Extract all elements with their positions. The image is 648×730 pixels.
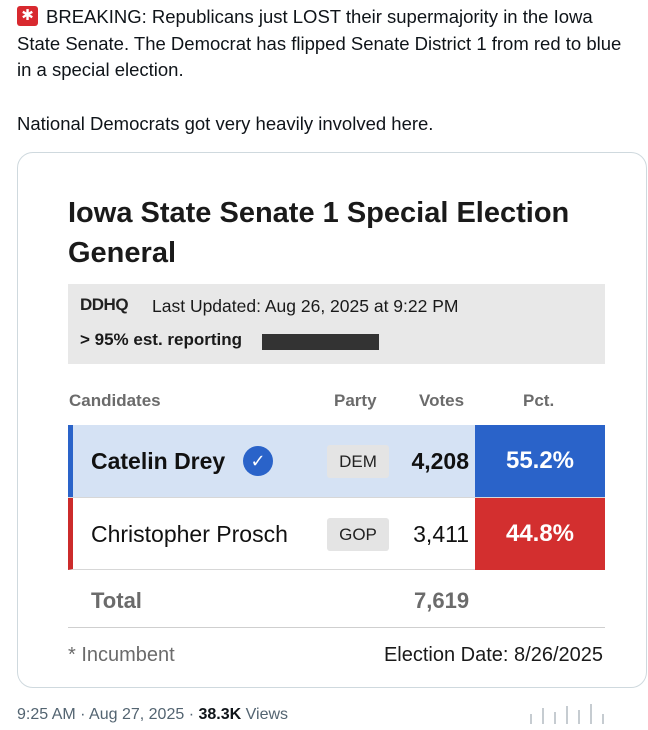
tweet-line-1: BREAKING: Republicans just LOST their su… (17, 4, 637, 84)
candidate-row-prosch[interactable]: Christopher Prosch GOP 3,411 44.8% (68, 498, 605, 570)
party-badge: GOP (327, 518, 389, 551)
candidate-pct: 55.2% (475, 425, 605, 497)
election-results-card[interactable]: Iowa State Senate 1 Special Election Gen… (17, 152, 647, 688)
candidate-pct: 44.8% (475, 498, 605, 570)
views-label: Views (245, 706, 289, 723)
party-badge: DEM (327, 445, 389, 478)
tweet-time[interactable]: 9:25 AM (17, 706, 76, 723)
reporting-status: > 95% est. reporting (80, 330, 243, 349)
election-date: Election Date: 8/26/2025 (383, 644, 603, 666)
header-candidates: Candidates (69, 391, 161, 410)
card-title: Iowa State Senate 1 Special Election Gen… (68, 197, 570, 269)
candidate-row-drey[interactable]: Catelin Drey ✓ DEM 4,208 55.2% (68, 425, 605, 498)
candidate-votes: 3,411 (413, 521, 469, 547)
tweet-line-2: National Democrats got very heavily invo… (17, 112, 434, 134)
candidate-votes: 4,208 (411, 448, 469, 474)
tweet-line-1-text: BREAKING: Republicans just LOST their su… (17, 6, 622, 80)
views-count: 38.3K (198, 706, 242, 723)
header-pct: Pct. (523, 391, 555, 410)
ddhq-logo: DDHQ (80, 295, 129, 315)
candidate-name: Catelin Drey (91, 448, 226, 474)
status-bar: DDHQ Last Updated: Aug 26, 2025 at 9:22 … (68, 284, 605, 364)
tweet-date[interactable]: Aug 27, 2025 (89, 706, 185, 723)
ddhq-logo-text: DDHQ (80, 295, 129, 314)
header-votes: Votes (419, 391, 465, 410)
header-party: Party (334, 391, 377, 410)
winner-check-icon: ✓ (243, 446, 273, 476)
reporting-progress-bar (262, 334, 379, 350)
police-siren-icon (17, 5, 38, 27)
incumbent-note: * Incumbent (68, 644, 175, 666)
analytics-icon[interactable] (530, 704, 640, 726)
tweet-text: BREAKING: Republicans just LOST their su… (17, 4, 637, 137)
candidate-name: Christopher Prosch (91, 521, 288, 547)
total-votes: 7,619 (414, 588, 470, 613)
divider (68, 627, 605, 628)
last-updated: Last Updated: Aug 26, 2025 at 9:22 PM (152, 296, 459, 316)
total-label: Total (91, 588, 142, 613)
tweet-meta: 9:25 AM · Aug 27, 2025 · 38.3K Views (17, 706, 289, 723)
